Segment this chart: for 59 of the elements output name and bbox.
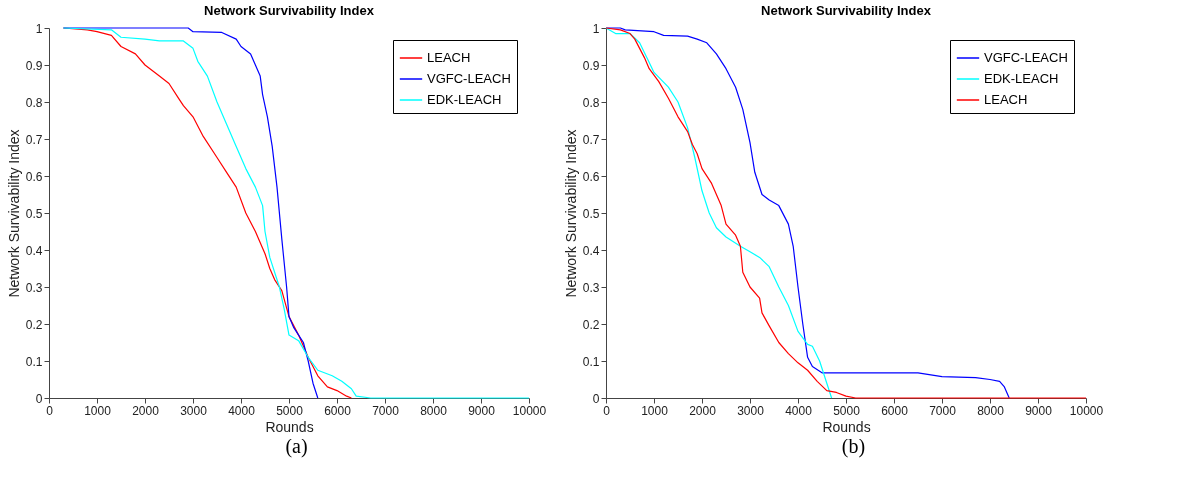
y-tick-label: 0.7 bbox=[582, 132, 600, 147]
legend-label: VGFC-LEACH bbox=[427, 71, 511, 86]
x-tick-label: 9000 bbox=[468, 403, 496, 418]
y-tick-label: 0.8 bbox=[582, 95, 600, 110]
x-tick-label: 6000 bbox=[324, 403, 352, 418]
y-tick-label: 0.7 bbox=[25, 132, 43, 147]
x-tick-label: 5000 bbox=[833, 403, 861, 418]
y-axis-title: Network Survivability Index bbox=[562, 129, 579, 298]
y-tick-label: 0.6 bbox=[582, 169, 600, 184]
x-tick-label: 10000 bbox=[512, 403, 547, 418]
legend-label: EDK-LEACH bbox=[427, 92, 502, 107]
y-tick-label: 0.2 bbox=[25, 317, 43, 332]
x-tick-label: 4000 bbox=[228, 403, 256, 418]
y-tick-label: 0 bbox=[35, 391, 43, 406]
x-tick-label: 1000 bbox=[84, 403, 112, 418]
x-tick-label: 7000 bbox=[372, 403, 400, 418]
x-tick-label: 3000 bbox=[180, 403, 208, 418]
text: (b) bbox=[840, 435, 866, 458]
y-tick-label: 0.5 bbox=[25, 206, 43, 221]
chart-title: Network Survivability Index bbox=[204, 3, 375, 18]
x-tick-label: 1000 bbox=[641, 403, 669, 418]
legend-label: VGFC-LEACH bbox=[984, 50, 1068, 65]
y-tick-label: 0.4 bbox=[25, 243, 43, 258]
x-tick-label: 0 bbox=[603, 403, 611, 418]
y-tick-label: 1 bbox=[592, 21, 600, 36]
y-axis-title: Network Survivability Index bbox=[5, 129, 22, 298]
y-tick-label: 0.9 bbox=[25, 58, 43, 73]
x-tick-label: 8000 bbox=[420, 403, 448, 418]
y-tick-label: 0.4 bbox=[582, 243, 600, 258]
x-axis-title: Rounds bbox=[822, 418, 871, 435]
line-series bbox=[62, 27, 530, 399]
legend-label: EDK-LEACH bbox=[984, 71, 1059, 86]
x-axis-title: Rounds bbox=[265, 418, 314, 435]
x-tick-label: 4000 bbox=[785, 403, 813, 418]
y-tick-label: 0.3 bbox=[582, 280, 600, 295]
x-tick-label: 8000 bbox=[977, 403, 1005, 418]
x-tick-label: 10000 bbox=[1069, 403, 1104, 418]
y-tick-label: 0.9 bbox=[582, 58, 600, 73]
x-tick-label: 9000 bbox=[1025, 403, 1053, 418]
legend-label: LEACH bbox=[984, 92, 1028, 107]
x-tick-label: 2000 bbox=[132, 403, 160, 418]
legend-label: LEACH bbox=[427, 50, 471, 65]
x-tick-label: 0 bbox=[46, 403, 54, 418]
x-tick-label: 3000 bbox=[737, 403, 765, 418]
y-tick-label: 0.6 bbox=[25, 169, 43, 184]
x-tick-label: 6000 bbox=[881, 403, 909, 418]
y-tick-label: 0.1 bbox=[25, 354, 43, 369]
y-tick-label: 0.1 bbox=[582, 354, 600, 369]
y-tick-label: 0.8 bbox=[25, 95, 43, 110]
x-tick-label: 2000 bbox=[689, 403, 717, 418]
chart-title: Network Survivability Index bbox=[761, 3, 932, 18]
text: (a) bbox=[284, 435, 308, 458]
y-tick-label: 1 bbox=[35, 21, 43, 36]
y-tick-label: 0.5 bbox=[582, 206, 600, 221]
y-tick-label: 0 bbox=[592, 391, 600, 406]
x-tick-label: 7000 bbox=[929, 403, 957, 418]
y-tick-label: 0.3 bbox=[25, 280, 43, 295]
x-tick-label: 5000 bbox=[276, 403, 304, 418]
y-tick-label: 0.2 bbox=[582, 317, 600, 332]
